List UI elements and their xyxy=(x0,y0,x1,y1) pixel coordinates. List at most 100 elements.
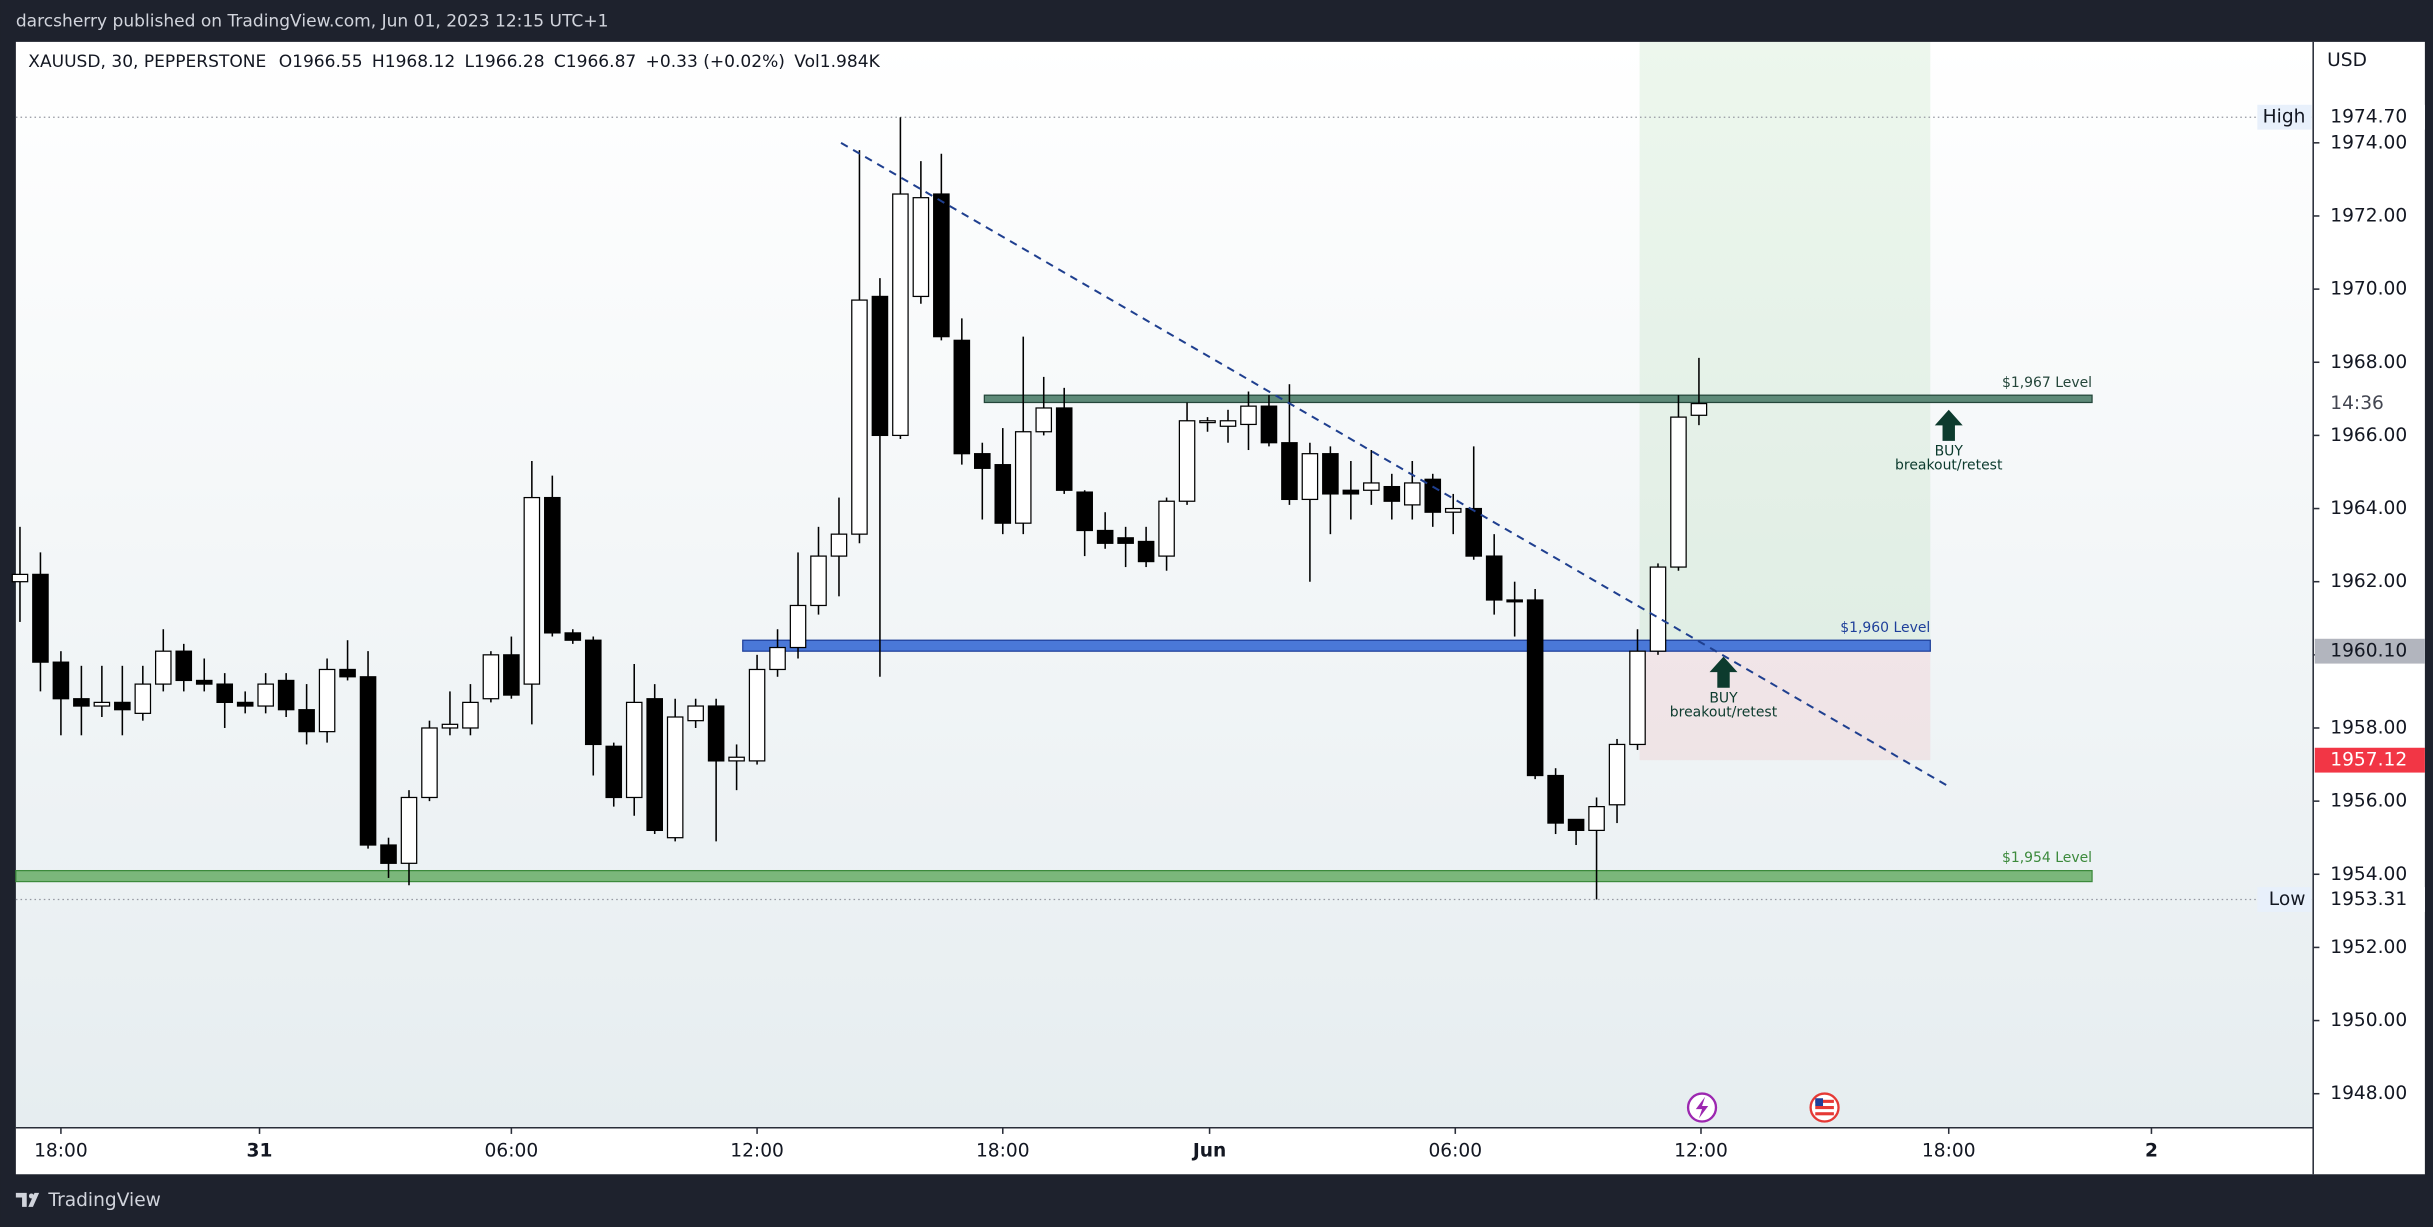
candle-body xyxy=(646,698,663,832)
x-tick-label: 18:00 xyxy=(976,1140,1030,1161)
candle-body xyxy=(134,683,152,714)
y-tick-label: 1958.00 xyxy=(2330,717,2407,738)
candle-body xyxy=(216,683,234,704)
candle-body xyxy=(52,661,70,700)
candle-body xyxy=(1363,482,1380,491)
x-tick-label: 2 xyxy=(2145,1140,2158,1161)
candle-body xyxy=(584,639,602,746)
candle-body xyxy=(236,701,254,707)
candle-body xyxy=(1178,420,1196,502)
candle-body xyxy=(1383,485,1401,502)
candle-body xyxy=(380,844,397,864)
y-tick-label: 1962.00 xyxy=(2330,571,2407,592)
candle-body xyxy=(666,716,684,839)
candle-body xyxy=(1424,478,1442,513)
candle-body xyxy=(851,299,868,535)
candle-body xyxy=(994,464,1012,524)
x-tick-label: Jun xyxy=(1191,1140,1226,1161)
candle-body xyxy=(1649,566,1667,652)
candle-body xyxy=(1588,805,1605,832)
candle-body xyxy=(1403,482,1421,506)
price-tag-box xyxy=(2257,104,2312,130)
candle-body xyxy=(1547,774,1564,824)
candle-body xyxy=(1096,529,1114,544)
candle-body xyxy=(93,701,111,707)
level-band xyxy=(742,639,1931,652)
x-tick-label: 06:00 xyxy=(485,1140,539,1161)
level-band xyxy=(983,394,2093,404)
candle-body xyxy=(11,573,29,583)
x-tick-label: 06:00 xyxy=(1428,1140,1482,1161)
candle-body xyxy=(1322,453,1339,495)
level-label: $1,960 Level xyxy=(1840,620,1930,636)
candle-body xyxy=(687,705,704,722)
candle-body xyxy=(277,679,295,711)
buy-arrow xyxy=(1709,656,1738,688)
y-tick-label: 1968.00 xyxy=(2330,352,2407,373)
candle-body xyxy=(1301,453,1319,501)
candle-body xyxy=(1485,555,1503,601)
candle-body xyxy=(728,756,745,762)
legend-open: O1966.55 xyxy=(279,52,363,72)
candle-body xyxy=(298,709,315,733)
candle-body xyxy=(933,193,950,338)
y-tick-label: 1956.00 xyxy=(2330,791,2407,812)
candle-body xyxy=(1281,442,1298,501)
candle-body xyxy=(1444,507,1462,513)
level-band xyxy=(15,869,2093,883)
candle-body xyxy=(359,676,377,846)
candle-body xyxy=(154,650,172,685)
y-tick-label: 1948.00 xyxy=(2330,1083,2407,1104)
candle-body xyxy=(564,632,582,641)
candle-body xyxy=(974,453,991,469)
candle-body xyxy=(318,668,336,733)
candle-body xyxy=(871,295,889,437)
candle-body xyxy=(195,679,213,685)
candle-body xyxy=(1690,402,1708,416)
price-label: 1953.31 xyxy=(2330,889,2407,910)
candle-body xyxy=(1342,489,1360,495)
x-tick-label: 18:00 xyxy=(34,1140,88,1161)
legend-symbol: XAUUSD, 30, PEPPERSTONE xyxy=(28,52,266,72)
level-label: $1,967 Level xyxy=(2002,375,2092,391)
candles xyxy=(11,117,1708,900)
candle-body xyxy=(1137,540,1155,563)
candle-body xyxy=(462,701,479,729)
annotation-text: BUY xyxy=(1935,444,1964,460)
candle-body xyxy=(544,496,561,634)
y-tick-label: 1954.00 xyxy=(2330,864,2407,885)
candle-body xyxy=(1526,599,1544,777)
x-tick-label: 12:00 xyxy=(730,1140,784,1161)
candle-body xyxy=(257,683,274,707)
y-tick-label: 1950.00 xyxy=(2330,1010,2407,1031)
level-label: $1,954 Level xyxy=(2002,850,2092,866)
y-tick-label: 1952.00 xyxy=(2330,937,2407,958)
logo-dot xyxy=(28,1193,34,1199)
flag-stripe xyxy=(1815,1112,1834,1116)
candle-body xyxy=(830,533,848,557)
symbol-legend: XAUUSD, 30, PEPPERSTONE O1966.55 H1968.12 L… xyxy=(28,52,880,72)
candle-body xyxy=(1465,507,1483,557)
flag-stripe xyxy=(1815,1106,1834,1110)
candle-body xyxy=(421,727,438,799)
y-tick-label: 1970.00 xyxy=(2330,279,2407,300)
price-label: 1974.70 xyxy=(2330,107,2407,128)
price-label: 1957.12 xyxy=(2330,750,2407,771)
flag-canton xyxy=(1815,1098,1824,1107)
candle-body xyxy=(1608,743,1626,806)
price-label-box xyxy=(2314,887,2425,912)
candle-body xyxy=(73,698,90,707)
candle-body xyxy=(175,650,193,682)
legend-volume: Vol1.984K xyxy=(794,52,880,72)
y-tick-label: 1974.00 xyxy=(2330,132,2407,153)
candle-body xyxy=(1219,420,1237,427)
candle-body xyxy=(789,604,807,649)
legend-close: C1966.87 xyxy=(554,52,636,72)
candle-body xyxy=(1055,407,1073,491)
x-tick-label: 18:00 xyxy=(1922,1140,1976,1161)
annotation-text: breakout/retest xyxy=(1895,458,2003,474)
price-label-box xyxy=(2314,638,2425,664)
